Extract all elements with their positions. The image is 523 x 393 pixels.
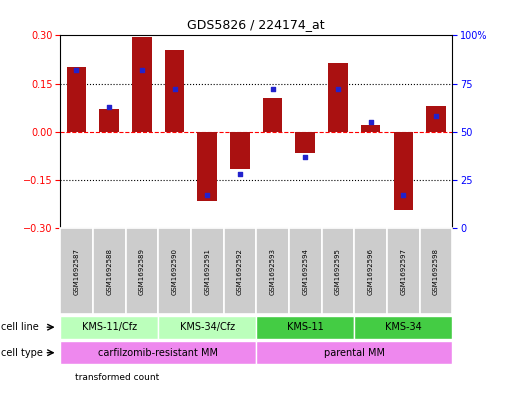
Bar <box>60 341 256 364</box>
Bar <box>230 132 250 169</box>
Text: GDS5826 / 224174_at: GDS5826 / 224174_at <box>187 18 325 31</box>
Point <box>236 171 244 177</box>
Text: GSM1692592: GSM1692592 <box>237 248 243 295</box>
Text: parental MM: parental MM <box>324 348 385 358</box>
Text: GSM1692597: GSM1692597 <box>401 248 406 295</box>
Bar <box>132 37 152 132</box>
Text: GSM1692587: GSM1692587 <box>74 248 79 295</box>
Text: GSM1692589: GSM1692589 <box>139 248 145 295</box>
Text: KMS-11/Cfz: KMS-11/Cfz <box>82 322 137 332</box>
Bar <box>256 228 289 314</box>
Text: cell type: cell type <box>1 348 43 358</box>
Text: GSM1692588: GSM1692588 <box>106 248 112 295</box>
Text: GSM1692590: GSM1692590 <box>172 248 177 295</box>
Point <box>203 192 211 198</box>
Text: GSM1692595: GSM1692595 <box>335 248 341 295</box>
Bar <box>165 50 185 132</box>
Bar <box>426 106 446 132</box>
Point <box>399 192 407 198</box>
Text: transformed count: transformed count <box>75 373 159 382</box>
Bar <box>158 228 191 314</box>
Bar <box>263 98 282 132</box>
Bar <box>99 109 119 132</box>
Bar <box>198 132 217 201</box>
Bar <box>126 228 158 314</box>
Bar <box>67 68 86 132</box>
Bar <box>224 228 256 314</box>
Text: GSM1692596: GSM1692596 <box>368 248 373 295</box>
Bar <box>393 132 413 210</box>
Bar <box>322 228 355 314</box>
Bar <box>60 228 93 314</box>
Bar <box>289 228 322 314</box>
Text: carfilzomib-resistant MM: carfilzomib-resistant MM <box>98 348 218 358</box>
Bar <box>158 316 256 339</box>
Bar <box>419 228 452 314</box>
Text: cell line: cell line <box>1 322 39 332</box>
Text: GSM1692594: GSM1692594 <box>302 248 308 295</box>
Point <box>105 103 113 110</box>
Bar <box>361 125 381 132</box>
Text: GSM1692591: GSM1692591 <box>204 248 210 295</box>
Point <box>334 86 342 92</box>
Bar <box>256 316 355 339</box>
Point <box>301 154 310 160</box>
Point <box>72 67 81 73</box>
Bar <box>328 62 348 132</box>
Point <box>138 67 146 73</box>
Point <box>367 119 375 125</box>
Bar <box>295 132 315 152</box>
Text: KMS-34: KMS-34 <box>385 322 422 332</box>
Text: GSM1692598: GSM1692598 <box>433 248 439 295</box>
Bar <box>256 341 452 364</box>
Point <box>432 113 440 119</box>
Bar <box>355 228 387 314</box>
Bar <box>355 316 452 339</box>
Bar <box>93 228 126 314</box>
Point <box>170 86 179 92</box>
Bar <box>387 228 419 314</box>
Bar <box>191 228 224 314</box>
Text: KMS-34/Cfz: KMS-34/Cfz <box>180 322 235 332</box>
Text: KMS-11: KMS-11 <box>287 322 324 332</box>
Point <box>268 86 277 92</box>
Bar <box>60 316 158 339</box>
Text: GSM1692593: GSM1692593 <box>270 248 276 295</box>
